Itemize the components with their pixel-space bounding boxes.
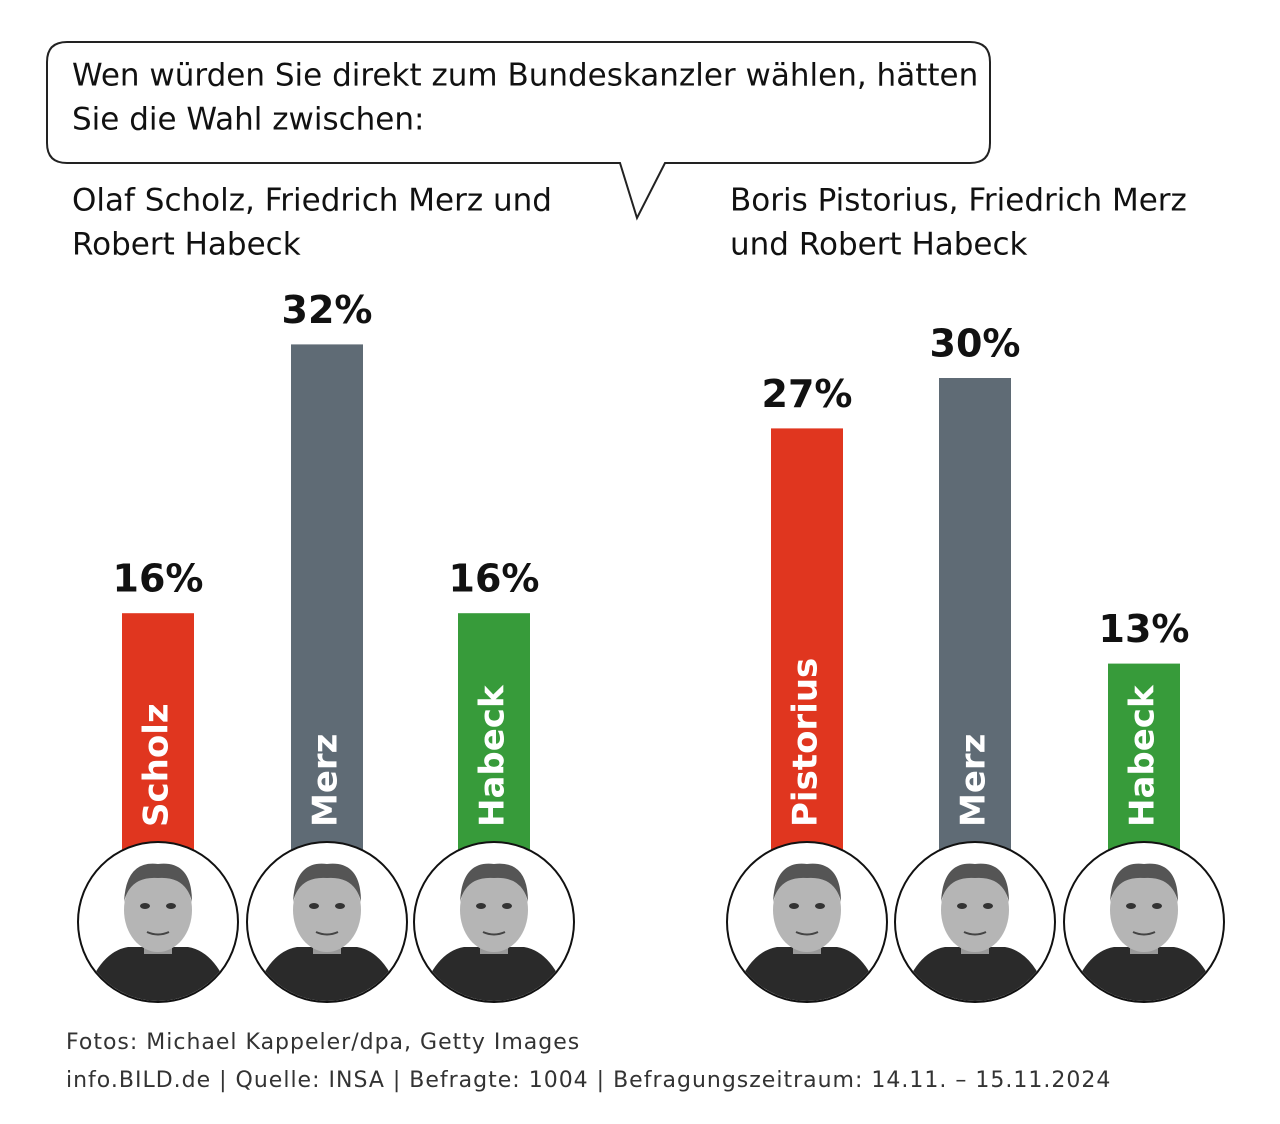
portrait-eye: [789, 903, 799, 909]
portrait-hair: [941, 863, 1009, 902]
portrait-eye: [815, 903, 825, 909]
portrait-body: [1069, 947, 1219, 1001]
portrait-body: [419, 947, 569, 1001]
portrait-eye: [166, 903, 176, 909]
value-label: 27%: [762, 372, 853, 416]
portrait-photo: [83, 863, 233, 1001]
bar: [122, 613, 194, 882]
question: Sie die Wahl zwischen:: [72, 102, 424, 138]
bar: [771, 428, 843, 882]
portrait-face: [1110, 868, 1178, 952]
portrait-mouth: [1132, 931, 1156, 936]
portrait-face: [124, 868, 192, 952]
portrait-eye: [140, 903, 150, 909]
portrait-eye: [476, 903, 486, 909]
portrait: [894, 841, 1056, 1003]
portrait-body: [900, 947, 1050, 1001]
portrait-hair: [124, 863, 192, 902]
value-label: 32%: [282, 288, 373, 332]
subtitle: und Robert Habeck: [730, 227, 1028, 263]
portrait-body: [732, 947, 882, 1001]
portrait-hair: [293, 863, 361, 902]
portrait: [246, 841, 408, 1003]
portrait: [1063, 841, 1225, 1003]
value-label: 16%: [113, 557, 204, 601]
category-label: Habeck: [473, 684, 513, 827]
portrait-hair: [460, 863, 528, 902]
portrait-eye: [309, 903, 319, 909]
portrait-photo: [1069, 863, 1219, 1001]
portrait: [77, 841, 239, 1003]
portrait-mouth: [482, 931, 506, 936]
subtitle: Olaf Scholz, Friedrich Merz und: [72, 183, 552, 219]
portrait-hair: [773, 863, 841, 902]
portrait-body: [252, 947, 402, 1001]
subtitle: Boris Pistorius, Friedrich Merz: [730, 183, 1187, 219]
category-label: Pistorius: [786, 658, 826, 827]
portrait-photo: [732, 863, 882, 1001]
portrait-photo: [900, 863, 1050, 1001]
category-label: Scholz: [137, 703, 177, 827]
portrait-eye: [957, 903, 967, 909]
portrait-photo: [252, 863, 402, 1001]
subtitle: Robert Habeck: [72, 227, 301, 263]
bar: [939, 378, 1011, 882]
category-label: Merz: [306, 734, 346, 827]
value-label: 30%: [930, 322, 1021, 366]
portrait-photo: [419, 863, 569, 1001]
portrait-eye: [1152, 903, 1162, 909]
portrait-eye: [1126, 903, 1136, 909]
portrait-face: [941, 868, 1009, 952]
value-label: 13%: [1099, 607, 1190, 651]
source: info.BILD.de | Quelle: INSA | Befragte: …: [66, 1068, 1111, 1093]
portrait: [413, 841, 575, 1003]
portrait-eye: [983, 903, 993, 909]
question: Wen würden Sie direkt zum Bundeskanzler …: [72, 58, 978, 94]
portrait-face: [773, 868, 841, 952]
portrait-mouth: [963, 931, 987, 936]
portrait-face: [460, 868, 528, 952]
category-label: Merz: [954, 734, 994, 827]
portrait-eye: [335, 903, 345, 909]
portrait-eye: [502, 903, 512, 909]
portrait-hair: [1110, 863, 1178, 902]
portrait-mouth: [315, 931, 339, 936]
portrait-face: [293, 868, 361, 952]
portrait-mouth: [146, 931, 170, 936]
speech-bubble: [46, 41, 991, 221]
bar: [458, 613, 530, 882]
bar: [291, 344, 363, 882]
credits: Fotos: Michael Kappeler/dpa, Getty Image…: [66, 1030, 580, 1055]
category-label: Habeck: [1123, 684, 1163, 827]
value-label: 16%: [449, 557, 540, 601]
portrait-body: [83, 947, 233, 1001]
portrait-mouth: [795, 931, 819, 936]
portrait: [726, 841, 888, 1003]
